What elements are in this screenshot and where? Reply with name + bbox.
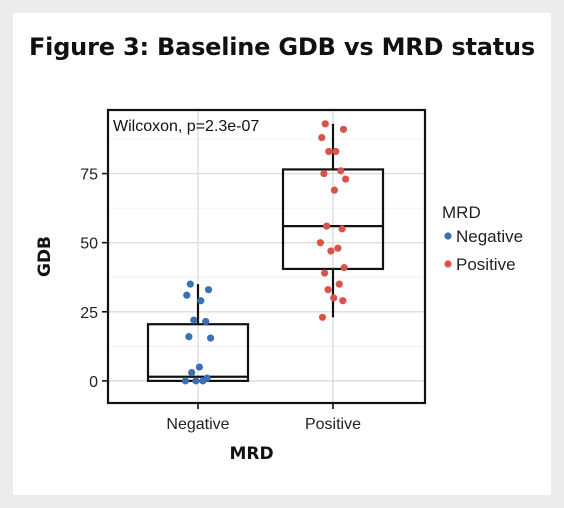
box-positive (281, 168, 385, 271)
x-axis-title: MRD (229, 444, 273, 464)
data-point-positive (323, 222, 331, 230)
stat-annotation: Wilcoxon, p=2.3e-07 (113, 118, 259, 135)
legend-marker (444, 260, 452, 268)
data-point-negative (199, 377, 207, 385)
y-tick-label: 0 (89, 374, 98, 391)
data-point-positive (335, 280, 343, 288)
data-point-positive (321, 269, 329, 277)
data-point-negative (197, 297, 205, 305)
data-point-negative (185, 333, 193, 341)
data-point-negative (186, 280, 194, 288)
data-point-positive (337, 167, 345, 175)
legend-label: Positive (456, 255, 516, 274)
data-point-positive (339, 125, 348, 133)
data-point-positive (327, 247, 335, 255)
data-point-positive (318, 134, 326, 142)
legend-label: Negative (456, 227, 523, 246)
data-point-negative (202, 317, 210, 326)
data-point-negative (181, 377, 189, 385)
figure-title: Figure 3: Baseline GDB vs MRD status (28, 33, 536, 61)
data-point-positive (321, 120, 329, 128)
data-point-positive (332, 147, 340, 156)
x-tick-label: Negative (166, 416, 229, 433)
legend-title: MRD (442, 203, 481, 222)
plot-panel (106, 108, 427, 405)
data-point-negative (188, 368, 196, 377)
data-point-positive (338, 225, 346, 233)
y-tick-label: 75 (80, 167, 98, 184)
data-point-negative (195, 363, 203, 371)
x-tick-label: Positive (305, 416, 361, 433)
legend-marker (444, 232, 452, 240)
data-point-positive (339, 297, 347, 305)
data-point-negative (207, 334, 215, 342)
data-point-positive (334, 244, 342, 252)
box-plot-chart: 0 25 50 75 Negative Positive MRD GDB Wilcoxon, p… (35, 108, 523, 464)
y-tick-label: 25 (80, 305, 98, 322)
data-point-positive (330, 294, 338, 302)
y-axis-title: GDB (35, 236, 55, 277)
y-tick-label: 50 (80, 236, 98, 253)
data-point-positive (330, 186, 338, 194)
data-point-positive (324, 286, 332, 294)
data-point-negative (192, 377, 200, 385)
data-point-positive (316, 239, 324, 247)
data-point-negative (183, 291, 191, 299)
data-point-negative (190, 316, 198, 324)
data-point-positive (325, 147, 333, 156)
data-point-positive (318, 313, 327, 321)
figure-card: Figure 3: Baseline GDB vs MRD status 0 25… (13, 13, 551, 495)
data-point-negative (204, 286, 213, 294)
data-point-positive (342, 175, 350, 183)
data-point-positive (320, 169, 328, 178)
data-point-positive (340, 263, 348, 272)
